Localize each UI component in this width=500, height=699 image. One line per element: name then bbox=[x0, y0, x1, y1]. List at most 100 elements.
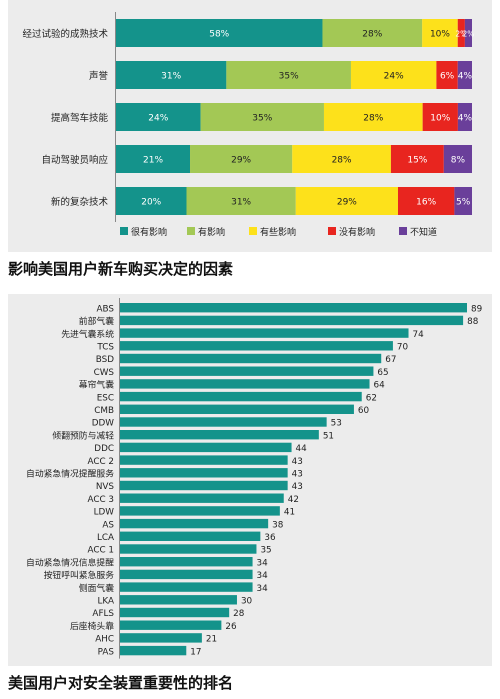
category-label: TCS bbox=[96, 343, 114, 353]
category-label: LDW bbox=[94, 508, 115, 518]
value-label: 41 bbox=[284, 508, 295, 518]
bar bbox=[120, 391, 362, 402]
value-label: 88 bbox=[467, 317, 478, 327]
data-label: 2% bbox=[455, 30, 467, 39]
data-label: 10% bbox=[430, 114, 450, 124]
value-label: 36 bbox=[264, 533, 276, 543]
category-label: AFLS bbox=[92, 609, 114, 619]
stacked-chart-panel: 经过试验的成熟技术 58% 28% 10% 2% 2% 声誉 31% 35% 24% 6% 4% 提高驾… bbox=[8, 0, 492, 252]
data-label: 4% bbox=[458, 114, 473, 124]
data-label: 35% bbox=[252, 114, 272, 124]
legend-label: 没有影响 bbox=[339, 226, 375, 238]
data-label: 21% bbox=[143, 156, 163, 166]
bar bbox=[120, 480, 288, 491]
category-label: NVS bbox=[96, 482, 115, 492]
legend-label: 很有影响 bbox=[131, 226, 167, 238]
legend-swatch bbox=[399, 227, 407, 235]
stacked-bar-segment bbox=[457, 19, 465, 47]
stacked-bar-segment bbox=[457, 61, 472, 89]
stacked-bar-segment bbox=[200, 103, 324, 131]
value-label: 34 bbox=[257, 558, 269, 568]
bar bbox=[120, 404, 354, 414]
value-label: 74 bbox=[413, 330, 425, 340]
data-label: 58% bbox=[209, 30, 229, 40]
stacked-bar-segment bbox=[295, 187, 398, 215]
value-label: 65 bbox=[377, 368, 388, 378]
category-label: AS bbox=[102, 520, 114, 530]
value-label: 70 bbox=[397, 343, 409, 353]
stacked-bar-chart: 经过试验的成熟技术 58% 28% 10% 2%2%声誉 31% 35% 24% 6% 4%提高驾… bbox=[22, 12, 474, 238]
stacked-bar-segment bbox=[464, 19, 472, 47]
value-label: 34 bbox=[257, 584, 269, 594]
data-label: 2% bbox=[462, 30, 474, 39]
bar bbox=[120, 518, 269, 529]
legend-label: 不知道 bbox=[410, 226, 437, 238]
category-label: ACC 2 bbox=[87, 457, 114, 467]
category-label: LKA bbox=[97, 597, 114, 607]
category-label: PAS bbox=[98, 647, 115, 657]
value-label: 43 bbox=[292, 482, 303, 492]
data-label: 10% bbox=[430, 30, 450, 40]
bar bbox=[120, 493, 284, 503]
data-label: 4% bbox=[458, 72, 473, 82]
legend-swatch bbox=[120, 227, 128, 235]
category-label: BSD bbox=[96, 355, 114, 365]
legend-label: 有影响 bbox=[198, 226, 225, 238]
data-label: 20% bbox=[141, 198, 161, 208]
bar bbox=[120, 315, 464, 326]
bar bbox=[120, 430, 319, 440]
value-label: 89 bbox=[471, 304, 482, 314]
stacked-bar-segment bbox=[422, 19, 458, 47]
value-label: 38 bbox=[272, 520, 283, 530]
category-label: CMB bbox=[94, 406, 114, 416]
value-label: 64 bbox=[374, 381, 386, 391]
data-label: 6% bbox=[440, 72, 455, 82]
bar bbox=[120, 468, 288, 478]
stacked-bar-segment bbox=[323, 103, 423, 131]
stacked-bar-segment bbox=[397, 187, 455, 215]
ranking-chart-title: 美国用户对安全装置重要性的排名 bbox=[8, 674, 234, 692]
stacked-bar-segment bbox=[116, 187, 187, 215]
data-label: 29% bbox=[337, 198, 357, 208]
value-label: 44 bbox=[296, 444, 308, 454]
stacked-bar-segment bbox=[390, 145, 444, 173]
category-label: 先进气囊系统 bbox=[61, 328, 114, 340]
category-label: DDW bbox=[92, 419, 115, 429]
data-label: 28% bbox=[363, 114, 383, 124]
data-label: 8% bbox=[451, 156, 466, 166]
category-label: DDC bbox=[94, 444, 114, 454]
stacked-bar-segment bbox=[226, 61, 351, 89]
legend-swatch bbox=[187, 227, 195, 235]
category-label: 按钮呼叫紧急服务 bbox=[44, 569, 115, 581]
stacked-bar-segment bbox=[422, 103, 458, 131]
category-label: CWS bbox=[94, 368, 115, 378]
stacked-bar-segment bbox=[436, 61, 458, 89]
bar bbox=[120, 557, 253, 567]
bar bbox=[120, 442, 292, 453]
data-label: 28% bbox=[362, 30, 382, 40]
category-label: 经过试验的成熟技术 bbox=[22, 28, 108, 40]
bar bbox=[120, 645, 187, 656]
data-label: 24% bbox=[148, 114, 168, 124]
bar bbox=[120, 607, 230, 618]
category-label: 侧面气囊 bbox=[79, 582, 114, 594]
stacked-bar-segment bbox=[116, 61, 227, 89]
stacked-bar-segment bbox=[190, 145, 293, 173]
value-label: 30 bbox=[241, 597, 253, 607]
legend-label: 有些影响 bbox=[260, 226, 296, 238]
value-label: 35 bbox=[260, 546, 271, 556]
data-label: 31% bbox=[161, 72, 181, 82]
data-label: 5% bbox=[456, 198, 471, 208]
bar bbox=[120, 544, 257, 554]
value-label: 62 bbox=[366, 393, 377, 403]
stacked-bar-segment bbox=[454, 187, 472, 215]
category-label: 前部气囊 bbox=[79, 315, 114, 327]
value-label: 43 bbox=[292, 457, 303, 467]
stacked-bar-segment bbox=[350, 61, 437, 89]
bar bbox=[120, 633, 202, 643]
bar bbox=[120, 353, 382, 364]
category-label: LCA bbox=[97, 533, 114, 543]
data-label: 35% bbox=[279, 72, 299, 82]
bar bbox=[120, 341, 393, 351]
stacked-chart-title: 影响美国用户新车购买决定的因素 bbox=[8, 260, 234, 278]
